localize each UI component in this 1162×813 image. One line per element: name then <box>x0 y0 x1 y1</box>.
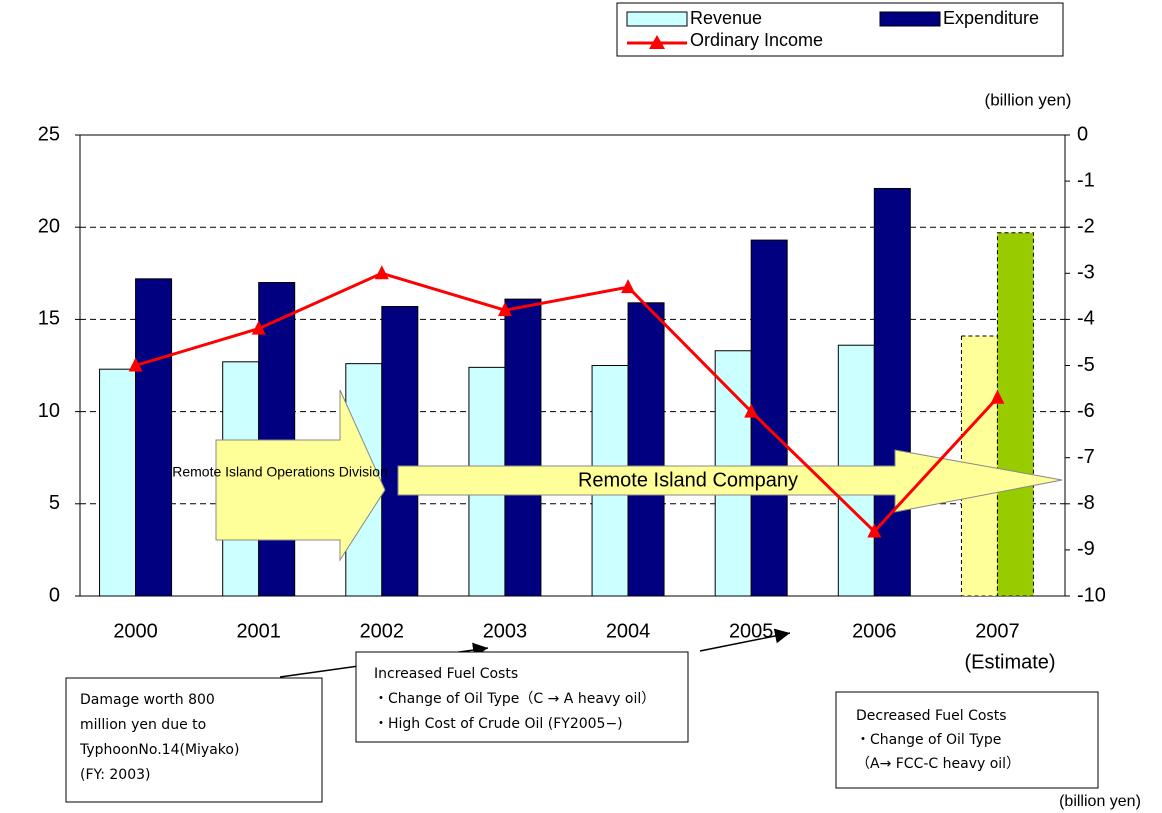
y2-tick-label: 0 <box>1077 123 1088 145</box>
callout-box <box>355 651 689 743</box>
y2-tick-label: -10 <box>1077 584 1106 606</box>
callout-box <box>65 677 323 803</box>
y2-tick-label: -5 <box>1077 354 1095 376</box>
callouts: Damage worth 800 million yen due to Typhoo… <box>65 628 1099 803</box>
x-tick-label: 2000 <box>113 620 158 642</box>
bar <box>99 368 137 597</box>
bar <box>996 232 1034 597</box>
y-tick-label: 10 <box>38 400 60 422</box>
callout-text: Damage worth 800 <box>80 692 215 708</box>
x-tick-label: 2007 <box>975 620 1020 642</box>
callout-text: ・High Cost of Crude Oil (FY2005−) <box>374 716 623 732</box>
bars <box>99 187 1034 597</box>
line-marker <box>497 302 512 317</box>
bar <box>504 298 542 597</box>
y2-tick-label: -3 <box>1077 262 1095 284</box>
phase-arrow <box>397 449 1063 513</box>
y2-tick-label: -8 <box>1077 492 1095 514</box>
phase-arrow <box>215 389 386 562</box>
callout-text: Decreased Fuel Costs <box>856 708 1007 724</box>
legend-swatch <box>626 11 688 27</box>
line-marker <box>621 279 636 294</box>
axes: 0 5 10 15 20 25 0 -1 -2 -3 -4 -5 -6 -7 -8 -9 -10 2000 2001… <box>38 123 1106 642</box>
x-tick-label: 2001 <box>236 620 281 642</box>
y-tick-label: 0 <box>49 584 60 606</box>
bar <box>258 282 296 597</box>
y-tick-label: 20 <box>38 215 60 237</box>
callout-text: Increased Fuel Costs <box>374 666 518 682</box>
y2-unit: (billion yen) <box>985 90 1072 109</box>
y-tick-label: 5 <box>49 492 60 514</box>
line <box>135 271 999 534</box>
legend-box <box>616 2 1064 57</box>
x-tick-label: 2003 <box>483 620 528 642</box>
legend-label: Revenue <box>690 8 762 28</box>
y2-tick-label: -4 <box>1077 308 1095 330</box>
bar <box>381 305 419 597</box>
bar <box>135 278 173 597</box>
x-tick-label: 2004 <box>606 620 651 642</box>
y-tick-label: 15 <box>38 308 60 330</box>
line-marker <box>374 265 389 280</box>
callout-text: ・Change of Oil Type（C → A heavy oil） <box>374 691 655 707</box>
bottom-unit: (billion yen) <box>1059 793 1141 810</box>
x-tick-label: 2002 <box>360 620 405 642</box>
callout-arrow <box>699 628 791 652</box>
y2-tick-label: -6 <box>1077 400 1095 422</box>
y2-tick-label: -7 <box>1077 446 1095 468</box>
phase-arrows: Remote Island Operations Division Remote… <box>172 389 1063 562</box>
line-marker <box>251 320 266 335</box>
x-tick-label: 2006 <box>852 620 897 642</box>
callout-text: (FY: 2003) <box>80 767 150 783</box>
callout-text: （A→ FCC-C heavy oil） <box>856 756 1020 772</box>
phase-label: Remote Island Company <box>578 469 798 491</box>
y-tick-label: 25 <box>38 123 60 145</box>
callout-text: million yen due to <box>80 717 206 733</box>
category-note: (Estimate) <box>964 651 1055 673</box>
line-marker <box>128 357 143 372</box>
y2-tick-label: -9 <box>1077 538 1095 560</box>
legend: Revenue Expenditure Ordinary Income <box>616 2 1064 57</box>
line-marker <box>990 389 1005 404</box>
callout-text: TyphoonNo.14(Miyako) <box>79 742 239 758</box>
line-marker <box>744 403 759 418</box>
y2-tick-label: -2 <box>1077 215 1095 237</box>
callout-texts: Damage worth 800 million yen due to Typhoo… <box>79 666 1020 783</box>
legend-marker <box>649 35 665 49</box>
legend-label: Ordinary Income <box>690 30 823 50</box>
y2-tick-label: -1 <box>1077 169 1095 191</box>
x-tick-label: 2005 <box>729 620 774 642</box>
bar <box>873 187 911 597</box>
bar <box>627 302 665 597</box>
callout-text: ・Change of Oil Type <box>856 732 1001 748</box>
line-layer <box>128 265 1005 538</box>
legend-swatch <box>879 11 941 27</box>
callout-box <box>835 691 1099 789</box>
phase-label: Remote Island Operations Division <box>172 464 388 480</box>
legend-label: Expenditure <box>943 8 1039 28</box>
line-marker <box>867 523 882 538</box>
